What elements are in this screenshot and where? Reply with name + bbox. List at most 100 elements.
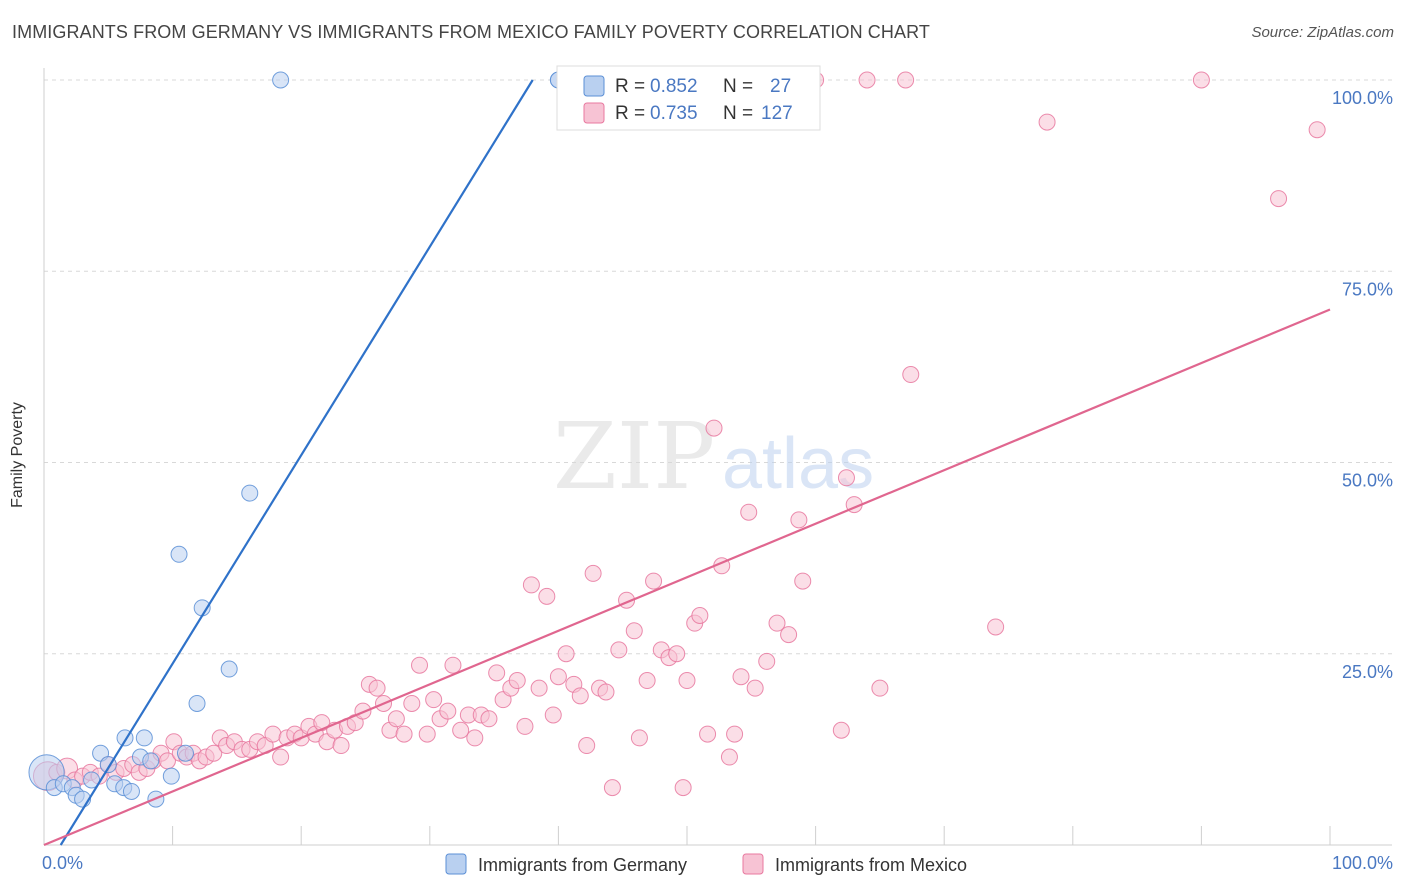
series-germany-points <box>28 71 567 808</box>
data-point-mexico <box>557 645 575 663</box>
data-point-mexico <box>1270 190 1288 208</box>
data-point-mexico <box>584 564 602 582</box>
data-point-mexico <box>758 652 776 670</box>
y-tick-label: 25.0% <box>1342 662 1393 682</box>
data-point-mexico <box>480 710 498 728</box>
data-point-mexico <box>858 71 876 89</box>
data-point-mexico <box>768 614 786 632</box>
data-point-mexico <box>387 710 405 728</box>
data-point-mexico <box>625 622 643 640</box>
bottom-legend-germany: Immigrants from Germany <box>478 855 687 875</box>
data-point-mexico <box>544 706 562 724</box>
data-point-mexico <box>832 721 850 739</box>
data-point-mexico <box>987 618 1005 636</box>
data-point-mexico <box>508 672 526 690</box>
data-point-mexico <box>668 645 686 663</box>
data-point-mexico <box>522 576 540 594</box>
trend-line-germany <box>59 79 534 846</box>
y-tick-label: 50.0% <box>1342 471 1393 491</box>
data-point-mexico <box>530 679 548 697</box>
data-point-germany <box>170 545 188 563</box>
data-point-mexico <box>699 725 717 743</box>
data-point-mexico <box>705 419 723 437</box>
data-point-mexico <box>674 779 692 797</box>
legend-germany-n-value: 27 <box>770 76 791 97</box>
bottom-legend: Immigrants from Germany Immigrants from … <box>445 853 967 875</box>
data-point-mexico <box>897 71 915 89</box>
legend-germany-r-value: 0.852 <box>650 76 698 97</box>
data-point-mexico <box>610 641 628 659</box>
data-point-mexico <box>425 691 443 709</box>
legend-mexico-r-label: R = <box>615 103 645 124</box>
legend-box: R = 0.852 N = 27 R = 0.735 N = 127 <box>556 65 821 131</box>
data-point-mexico <box>332 737 350 755</box>
data-point-mexico <box>444 656 462 674</box>
y-tick-labels: 25.0% 50.0% 75.0% 100.0% <box>1332 88 1393 682</box>
grid-lines <box>44 79 1392 655</box>
legend-germany-n-label: N = <box>723 76 753 97</box>
axes <box>43 68 1392 846</box>
data-point-germany <box>142 752 160 770</box>
data-point-mexico <box>549 668 567 686</box>
legend-mexico-n-value: 127 <box>761 103 793 124</box>
chart-title: IMMIGRANTS FROM GERMANY VS IMMIGRANTS FR… <box>12 22 930 42</box>
data-point-mexico <box>1192 71 1210 89</box>
data-point-mexico <box>571 687 589 705</box>
watermark: ZIP atlas <box>553 403 874 510</box>
legend-swatch-germany <box>583 75 605 97</box>
data-point-mexico <box>780 626 798 644</box>
data-point-germany <box>188 694 206 712</box>
y-tick-label: 75.0% <box>1342 279 1393 299</box>
bottom-legend-swatch-germany <box>445 853 467 875</box>
data-point-mexico <box>678 672 696 690</box>
data-point-mexico <box>411 656 429 674</box>
data-point-mexico <box>691 607 709 624</box>
trend-line-mexico <box>43 308 1331 847</box>
bottom-legend-mexico: Immigrants from Mexico <box>775 855 967 875</box>
legend-germany-r-label: R = <box>615 76 645 97</box>
x-tick-labels: 0.0% 100.0% <box>42 853 1393 873</box>
data-point-mexico <box>403 694 421 712</box>
data-point-mexico <box>452 721 470 739</box>
data-point-mexico <box>630 729 648 747</box>
data-point-mexico <box>746 679 764 697</box>
data-point-mexico <box>368 679 386 697</box>
data-point-germany <box>241 484 259 502</box>
data-point-mexico <box>837 469 855 487</box>
data-point-mexico <box>1308 121 1326 139</box>
data-point-mexico <box>538 587 556 605</box>
data-point-mexico <box>578 737 596 755</box>
legend-mexico-r-value: 0.735 <box>650 103 698 124</box>
bottom-legend-swatch-mexico <box>742 853 764 875</box>
data-point-mexico <box>871 679 889 697</box>
data-point-mexico <box>732 668 750 686</box>
x-tick-label: 100.0% <box>1332 853 1393 873</box>
data-point-germany <box>220 660 238 678</box>
data-point-germany <box>272 71 290 89</box>
data-point-germany <box>176 744 194 762</box>
data-point-mexico <box>645 572 663 590</box>
data-point-germany <box>135 729 153 747</box>
data-point-mexico <box>902 366 920 384</box>
y-tick-label: 100.0% <box>1332 88 1393 108</box>
data-point-mexico <box>726 725 744 743</box>
source-credit: Source: ZipAtlas.com <box>1251 24 1394 41</box>
trend-lines <box>43 79 1331 847</box>
legend-mexico-n-label: N = <box>723 103 753 124</box>
data-point-mexico <box>794 572 812 590</box>
data-point-mexico <box>790 511 808 529</box>
data-point-mexico <box>603 779 621 797</box>
data-point-mexico <box>638 672 656 690</box>
data-point-mexico <box>272 748 290 766</box>
data-point-mexico <box>597 683 615 701</box>
data-point-mexico <box>466 729 484 747</box>
data-point-mexico <box>488 664 506 682</box>
data-point-mexico <box>740 503 758 521</box>
data-point-germany <box>162 767 180 785</box>
data-point-mexico <box>418 725 436 743</box>
data-point-germany <box>122 782 140 800</box>
data-point-mexico <box>439 702 457 720</box>
data-point-mexico <box>205 744 223 762</box>
watermark-atlas: atlas <box>722 424 874 504</box>
